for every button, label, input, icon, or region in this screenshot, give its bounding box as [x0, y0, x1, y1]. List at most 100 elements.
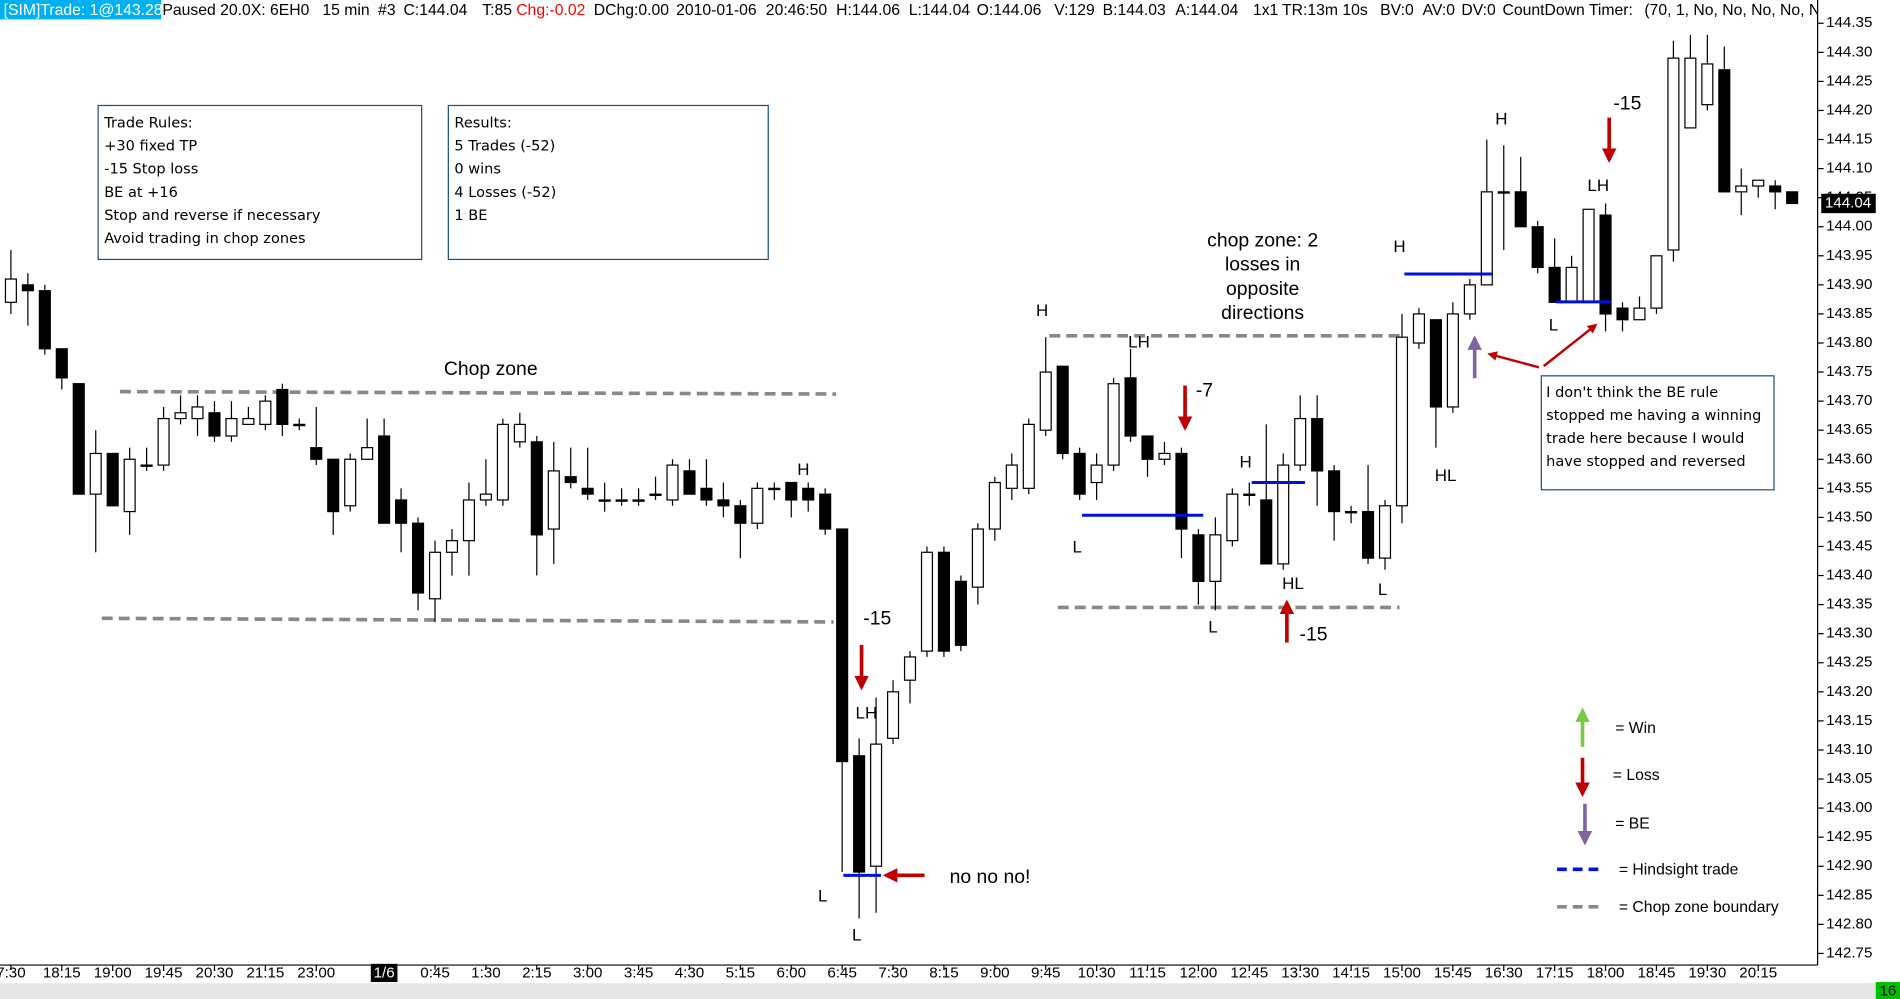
- x-tick-label: 5:15: [726, 965, 755, 982]
- trade-rule: +30 fixed TP: [104, 139, 197, 155]
- annotation: H: [1495, 110, 1507, 129]
- candle-body: [310, 447, 323, 460]
- x-tick-label: 2:15: [522, 965, 551, 982]
- x-tick-label: 19:30: [1688, 965, 1726, 982]
- annotation: HL: [1435, 466, 1457, 485]
- candle-body: [38, 290, 51, 350]
- x-tick-label: 6:00: [777, 965, 806, 982]
- x-tick-label: 16:30: [1485, 965, 1523, 982]
- candle-body: [1497, 191, 1510, 194]
- candle-body: [174, 412, 187, 420]
- status-box: [0, 0, 162, 20]
- y-tick-label: 143.50: [1826, 508, 1872, 525]
- candle-body: [751, 487, 764, 524]
- y-tick-label: 142.75: [1826, 944, 1872, 961]
- candle-body: [1039, 371, 1052, 431]
- candle-body: [1548, 266, 1561, 303]
- result-line: 0 wins: [454, 162, 501, 178]
- result-line: 5 Trades (-52): [454, 139, 555, 155]
- candle-body: [21, 284, 34, 292]
- y-tick-label: 143.05: [1826, 770, 1872, 787]
- chop-note-line: directions: [1221, 302, 1304, 324]
- candle-body: [666, 464, 679, 501]
- y-tick-label: 143.00: [1826, 799, 1872, 816]
- y-tick-label: 143.90: [1826, 276, 1872, 293]
- trade-rule: Stop and reverse if necessary: [104, 208, 321, 224]
- candle-body: [1565, 266, 1578, 303]
- candle-body: [191, 406, 204, 420]
- candle-body: [937, 551, 950, 652]
- trade-rule: BE at +16: [104, 185, 178, 201]
- header-field: DChg:0.00: [594, 2, 670, 19]
- candle-body: [920, 551, 934, 652]
- candle-body: [954, 580, 967, 646]
- x-tick-label: 13:30: [1281, 965, 1319, 982]
- header-field: 20:46:50: [766, 2, 828, 19]
- y-tick-label: 143.10: [1826, 741, 1872, 758]
- x-tick-label: 19:45: [145, 965, 183, 982]
- candle-body: [1650, 255, 1663, 309]
- date-marker-box: [370, 963, 398, 983]
- candle-body: [1412, 313, 1425, 344]
- x-tick-label: 9:45: [1031, 965, 1060, 982]
- candle-body: [1446, 313, 1459, 408]
- candle-body: [157, 417, 170, 466]
- candle-body: [717, 499, 730, 507]
- candle-body: [1429, 319, 1442, 408]
- y-tick-label: 142.95: [1826, 828, 1872, 845]
- y-tick-label: 144.30: [1826, 43, 1872, 60]
- x-tick-label: 12:00: [1179, 965, 1217, 982]
- candle-body: [1752, 179, 1765, 187]
- annotation: -15: [863, 608, 891, 630]
- y-tick-label: 143.25: [1826, 654, 1872, 671]
- candle-body: [1769, 185, 1782, 193]
- header-field: 15 min: [322, 2, 369, 19]
- y-tick-label: 143.55: [1826, 479, 1872, 496]
- candle-body: [1718, 69, 1731, 193]
- candle-body: [1243, 493, 1256, 496]
- candle-body: [971, 528, 984, 588]
- result-line: 4 Losses (-52): [454, 185, 556, 201]
- candle-body: [276, 388, 289, 425]
- header-field: (70, 1, No, No, No, No, No: [1644, 2, 1829, 19]
- scroll-strip: [0, 983, 1876, 999]
- y-tick-label: 143.85: [1826, 305, 1872, 322]
- y-tick-label: 144.10: [1826, 160, 1872, 177]
- legend-entry: = Win: [1615, 720, 1656, 737]
- y-tick-label: 144.15: [1826, 131, 1872, 148]
- x-tick-label: 19:00: [94, 965, 132, 982]
- candle-body: [1361, 510, 1375, 559]
- candles: [4, 34, 1799, 919]
- annotation: L: [1208, 617, 1217, 636]
- candle-body: [1158, 452, 1171, 460]
- chop-note-line: opposite: [1226, 278, 1299, 300]
- candle-body: [547, 470, 560, 530]
- candle-body: [225, 417, 238, 437]
- x-tick-label: 18:45: [1638, 965, 1676, 982]
- header-field: CountDown Timer:: [1503, 2, 1633, 19]
- note-line: I don't think the BE rule: [1546, 385, 1718, 401]
- candle-body: [89, 452, 102, 495]
- x-tick-label: 18:00: [1587, 965, 1625, 982]
- candle-body: [259, 400, 272, 425]
- x-tick-label: 15:45: [1434, 965, 1472, 982]
- annotation: H: [1036, 301, 1048, 320]
- y-tick-label: 143.75: [1826, 363, 1872, 380]
- candle-body: [445, 540, 459, 553]
- y-tick-label: 143.60: [1826, 450, 1872, 467]
- candle-body: [1226, 493, 1239, 542]
- candle-body: [581, 487, 594, 495]
- note-line: have stopped and reversed: [1546, 454, 1745, 470]
- candle-body: [1463, 284, 1476, 315]
- annotation: Chop zone: [444, 358, 538, 380]
- candle-body: [1786, 191, 1799, 205]
- candle-body: [140, 464, 153, 467]
- y-tick-label: 143.20: [1826, 683, 1872, 700]
- y-tick-label: 142.85: [1826, 886, 1872, 903]
- annotation: L: [818, 887, 827, 906]
- x-tick-label: 1/6: [374, 965, 395, 982]
- x-tick-label: 15:00: [1383, 965, 1421, 982]
- annotation: no no no!: [950, 866, 1031, 888]
